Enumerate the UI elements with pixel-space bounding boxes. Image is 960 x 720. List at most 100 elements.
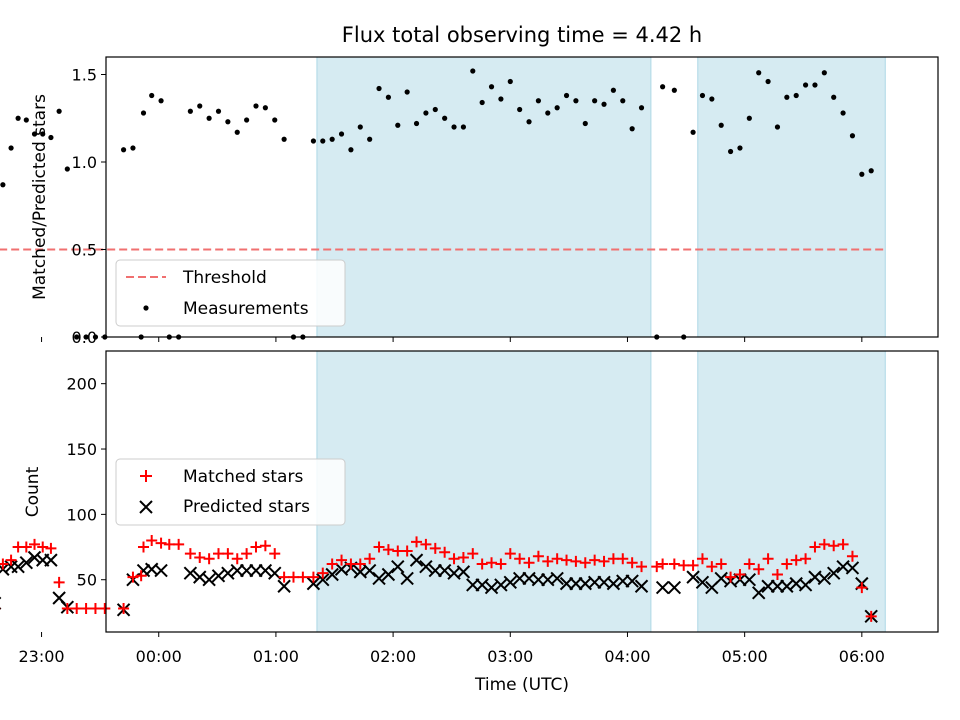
measurement-point (868, 168, 874, 174)
measurement-point (158, 98, 164, 104)
matched-star-marker (846, 550, 858, 562)
bottom-y-axis-label: Count (23, 466, 43, 517)
matched-star-marker (287, 571, 299, 583)
measurement-point (64, 166, 70, 172)
matched-star-marker (607, 553, 619, 565)
matched-star-marker (762, 553, 774, 565)
matched-star-marker (146, 535, 158, 547)
matched-star-marker (0, 558, 9, 570)
measurement-point (15, 115, 21, 121)
measurement-point (601, 101, 607, 107)
matched-star-marker (439, 546, 451, 558)
legend-threshold-label: Threshold (182, 268, 267, 288)
measurement-point (31, 131, 38, 137)
matched-star-marker (71, 602, 83, 614)
matched-star-marker (800, 553, 812, 565)
measurement-point (821, 70, 827, 76)
measurement-point (498, 96, 504, 102)
matched-star-marker (89, 602, 101, 614)
observing-window-top-1 (697, 56, 886, 338)
matched-star-marker (781, 558, 793, 570)
measurement-point (48, 134, 54, 141)
matched-star-marker (20, 541, 32, 553)
measurement-point (244, 117, 250, 123)
matched-star-marker (626, 557, 638, 569)
matched-star-marker (809, 541, 821, 553)
matched-star-marker (734, 568, 746, 580)
predicted-star-marker (419, 559, 433, 574)
measurement-point (812, 82, 818, 88)
predicted-star-marker (277, 579, 291, 593)
top-y-tick-label: 1.0 (72, 153, 97, 172)
measurement-point (840, 110, 846, 116)
legend-predicted-swatch (139, 500, 153, 514)
top-plot-frame (105, 56, 939, 338)
matched-star-marker (373, 541, 385, 553)
matched-star-marker (790, 554, 802, 566)
top-observing-windows (316, 56, 886, 338)
measurement-point (451, 124, 457, 130)
measurement-point (130, 145, 136, 151)
predicted-star-marker (391, 559, 405, 574)
measurement-point (784, 94, 790, 100)
matched-star-marker (678, 559, 690, 571)
matched-star-marker (753, 563, 765, 575)
x-tick-label: 02:00 (370, 647, 416, 666)
matched-star-marker (278, 571, 290, 583)
matched-star-marker (495, 558, 507, 570)
measurement-point (8, 145, 14, 151)
measurement-point (849, 133, 856, 139)
matched-star-marker (80, 602, 92, 614)
measurement-point (432, 106, 438, 113)
matched-star-marker (336, 554, 348, 566)
bottom-legend-box (115, 458, 346, 526)
measurement-point (545, 110, 551, 116)
measurement-point (413, 120, 420, 127)
measurement-point (554, 105, 560, 111)
matched-star-marker (476, 558, 488, 570)
predicted-star-marker (667, 580, 682, 595)
top-x-ticks (41, 337, 863, 342)
matched-star-marker (420, 538, 432, 550)
chart-title: Flux total observing time = 4.42 h (342, 23, 702, 47)
observing-window-bottom-1 (697, 350, 886, 633)
matched-star-marker (657, 558, 669, 570)
legend-measurements-swatch (143, 305, 149, 311)
predicted-star-marker (634, 579, 649, 593)
matched-star-marker (212, 548, 224, 560)
matched-star-marker (29, 538, 41, 550)
predicted-star-marker (362, 563, 377, 578)
matched-star-marker (137, 541, 149, 553)
measurement-point (592, 98, 598, 104)
measurement-point (737, 145, 743, 151)
matched-star-marker (706, 561, 718, 573)
top-y-ticks: 0.0 0.5 1.0 1.5 (72, 66, 106, 347)
matched-star-marker (45, 542, 57, 554)
measurement-point (470, 68, 476, 74)
measurement-point (385, 94, 392, 100)
bottom-x-ticks: 21:0022:0023:0000:0001:0002:0003:0004:00… (18, 632, 885, 666)
x-tick-label: 23:00 (18, 647, 64, 666)
measurement-point (746, 115, 752, 121)
measurement-point (74, 334, 80, 340)
x-tick-label: 06:00 (839, 647, 885, 666)
matched-star-marker (173, 538, 185, 550)
legend-matched-swatch (140, 470, 152, 482)
matched-star-marker (617, 553, 629, 565)
matched-star-marker (37, 541, 49, 553)
measurement-point (92, 334, 99, 340)
predicted-star-marker (183, 566, 198, 580)
matched-star-marker (725, 571, 737, 583)
measurement-point (690, 129, 696, 135)
matched-star-marker (259, 540, 271, 552)
bottom-y-tick-label: 50 (77, 571, 97, 590)
matched-star-marker (865, 610, 877, 622)
measurement-point (197, 103, 203, 109)
measurement-point (718, 122, 724, 128)
predicted-star-marker (325, 567, 339, 582)
measurement-point (765, 78, 771, 85)
measurement-point (507, 78, 513, 85)
measurement-point (709, 96, 715, 102)
top-legend: Threshold Measurements (115, 259, 346, 327)
